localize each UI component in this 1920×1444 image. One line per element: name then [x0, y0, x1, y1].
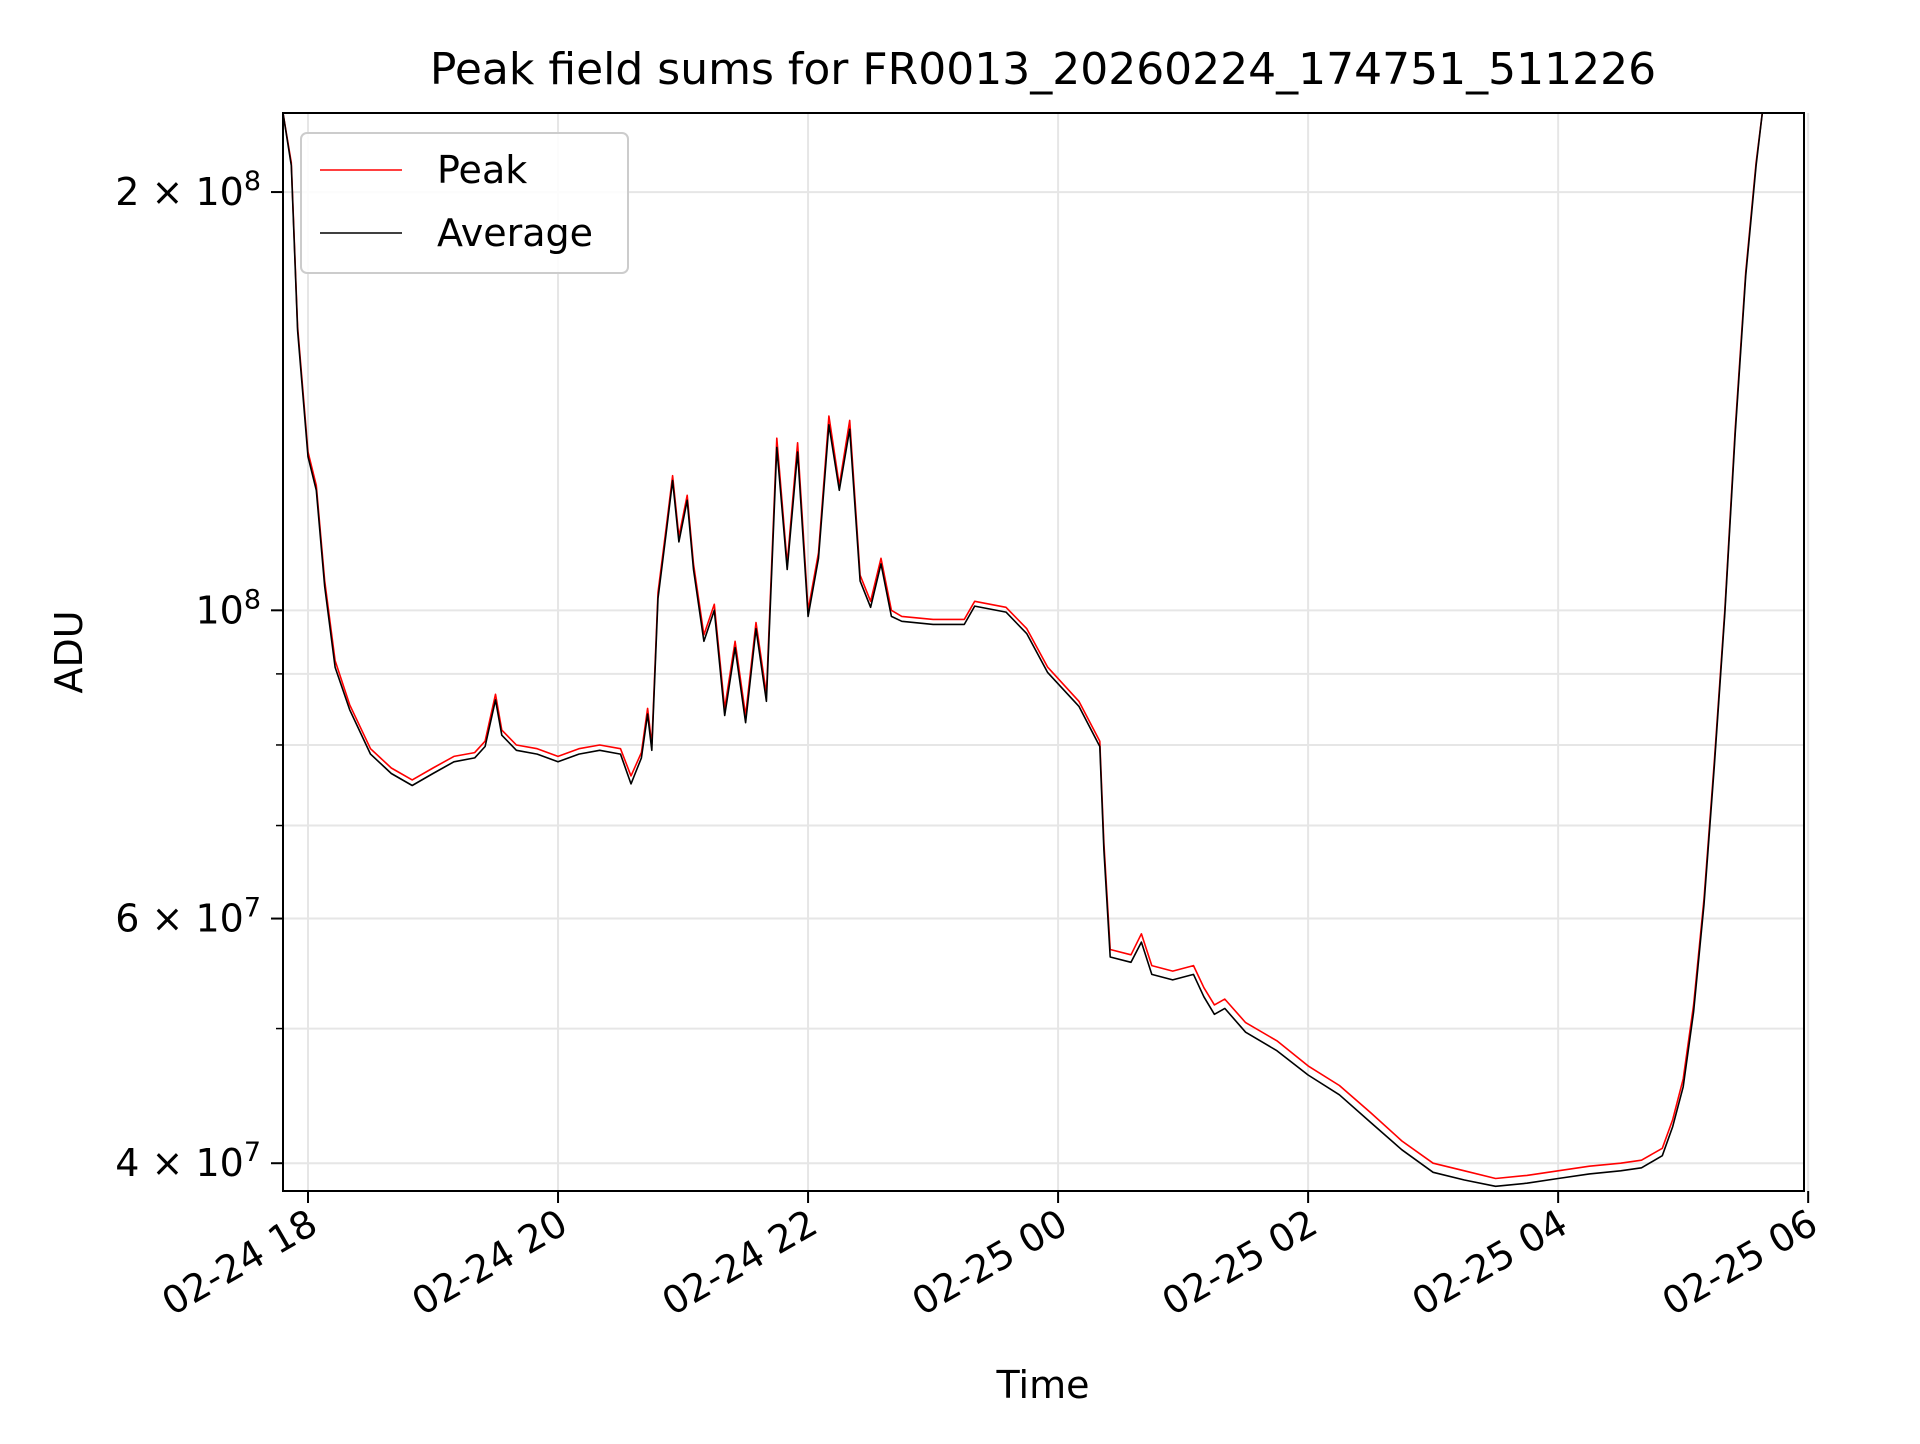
- plot-frame: [282, 112, 1805, 1192]
- chart-title: Peak field sums for FR0013_20260224_1747…: [430, 44, 1656, 95]
- series-line-average: [283, 113, 1764, 1188]
- legend-box: [300, 132, 629, 274]
- grid: [283, 113, 1810, 1191]
- legend-label-peak: Peak: [437, 148, 527, 192]
- y-tick-label: 4 × 107: [115, 1137, 261, 1186]
- y-axis-label: ADU: [47, 610, 91, 693]
- y-axis-ticks: 2 × 108 108 6 × 107 4 × 107: [115, 166, 283, 1186]
- y-tick-label: 2 × 108: [115, 166, 261, 215]
- y-tick-label: 6 × 107: [115, 892, 261, 941]
- series-lines: [283, 113, 1764, 1188]
- x-axis-label: Time: [996, 1363, 1090, 1407]
- y-tick-label: 108: [195, 584, 261, 633]
- legend: Peak Average: [300, 132, 629, 274]
- legend-label-average: Average: [437, 211, 593, 255]
